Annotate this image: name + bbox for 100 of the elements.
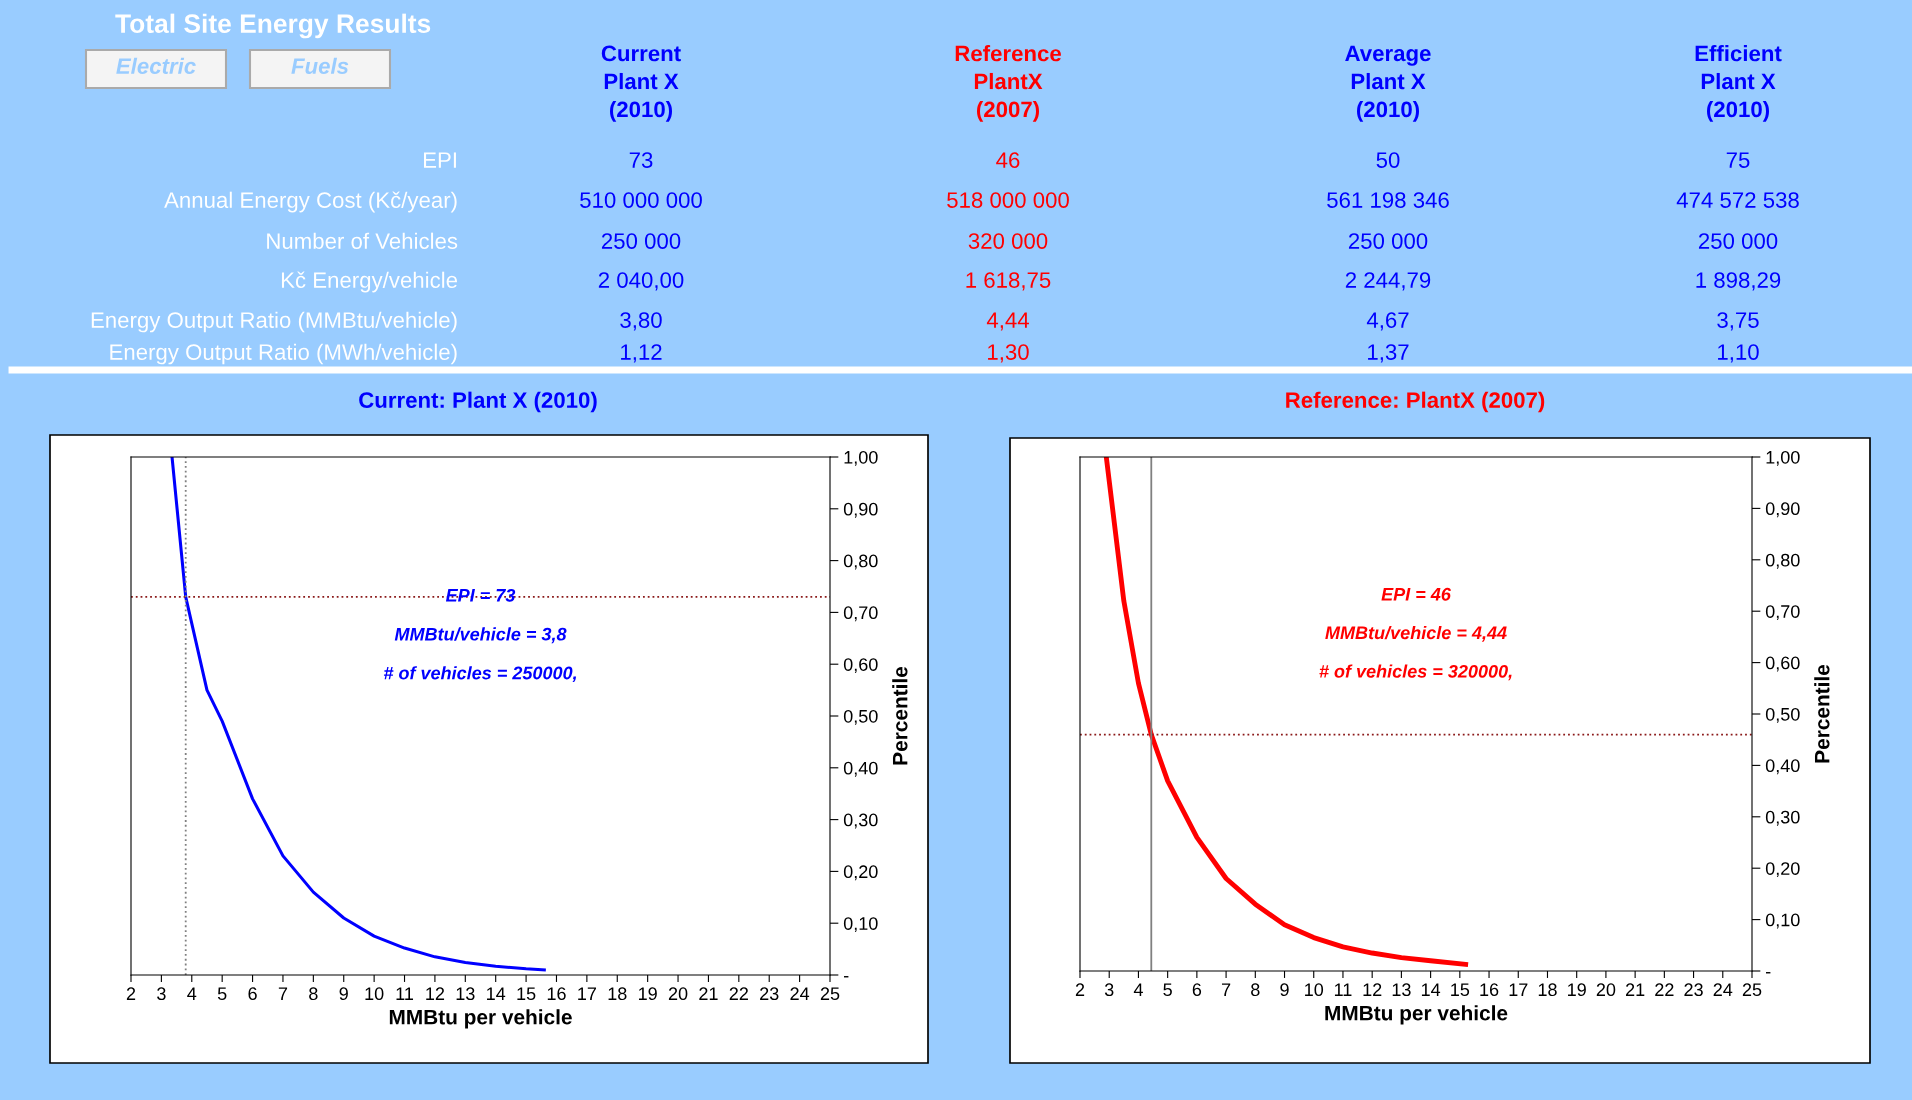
category-label: Energy Output Ratio (MMBtu/vehicle): [91, 311, 457, 333]
x-tick-label: 23: [760, 987, 779, 1001]
y-tick-label: 1,00: [1766, 450, 1800, 466]
text: 250 000: [601, 233, 681, 249]
x-tick-label: 12: [426, 987, 445, 1000]
annotation: # of vehicles = 320000,: [1319, 664, 1512, 681]
y-tick-label: 0,30: [1765, 810, 1800, 826]
y-tick-label: 0,70: [843, 606, 878, 622]
y-tick-label: 0,60: [1765, 656, 1800, 672]
x-tick-label: 17: [1509, 983, 1528, 996]
category-label: Average Plant X (2010): [1345, 45, 1431, 122]
x-tick-label: 16: [547, 987, 566, 1001]
text: 1,30: [988, 344, 1029, 363]
x-tick-label: 8: [309, 987, 318, 1001]
x-tick-label: 5: [217, 987, 227, 1001]
y-tick-label: -: [844, 976, 849, 978]
x-tick-label: 18: [1538, 983, 1557, 997]
category-label: Annual Energy Cost (Kč/year): [164, 191, 457, 213]
y-axis-title: Percentile: [892, 666, 908, 765]
x-tick-label: 22: [729, 987, 748, 1000]
y-tick-label: 1,00: [844, 450, 878, 466]
text: 1 618,75: [966, 272, 1051, 291]
text: 510 000 000: [580, 192, 702, 208]
category-label: Kč Energy/vehicle: [281, 271, 458, 293]
x-tick-label: 9: [339, 987, 348, 1001]
text: 2 244,79: [1345, 272, 1431, 291]
y-tick-label: 0,10: [843, 917, 878, 933]
text: 1,37: [1368, 344, 1409, 363]
x-tick-label: 21: [699, 987, 718, 1000]
text: 250 000: [1698, 233, 1778, 249]
text: 561 198 346: [1327, 192, 1449, 208]
text: 1,12: [621, 344, 662, 363]
x-tick-label: 8: [1251, 983, 1260, 997]
x-tick-label: 6: [248, 987, 257, 1001]
y-tick-label: 0,40: [843, 761, 878, 777]
x-tick-label: 10: [365, 987, 384, 1001]
x-tick-label: 3: [1104, 983, 1114, 997]
y-tick-label: 0,70: [1765, 605, 1800, 621]
x-tick-label: 5: [1163, 983, 1172, 997]
x-tick-label: 18: [608, 987, 627, 1001]
text: 474 572 538: [1676, 192, 1799, 208]
category-label: Reference PlantX (2007): [955, 45, 1061, 122]
x-axis-title: MMBtu per vehicle: [1325, 1005, 1508, 1025]
x-tick-label: 15: [517, 987, 536, 1001]
x-tick-label: 12: [1363, 983, 1382, 996]
x-tick-label: 21: [1626, 983, 1645, 996]
text: 3,80: [620, 312, 662, 331]
x-tick-label: 4: [1133, 983, 1143, 996]
y-tick-label: -: [1766, 972, 1771, 974]
annotation: # of vehicles = 250000,: [383, 666, 577, 683]
x-tick-label: 11: [1334, 983, 1352, 996]
x-tick-label: 19: [1568, 983, 1586, 997]
y-tick-label: 0,40: [1765, 759, 1800, 775]
annotation: MMBtu/vehicle = 4,44: [1325, 625, 1507, 642]
text: 2 040,00: [598, 272, 684, 291]
text: 73: [629, 152, 653, 168]
text: 46: [996, 152, 1020, 168]
text: 320 000: [968, 233, 1048, 249]
text: Fuels: [291, 57, 349, 74]
text: 518 000 000: [947, 192, 1069, 208]
x-tick-label: 4: [187, 987, 197, 1000]
category-label: Current Plant X (2010): [601, 45, 681, 122]
x-tick-label: 6: [1192, 983, 1202, 997]
x-tick-label: 17: [578, 987, 597, 1000]
x-tick-label: 24: [1713, 983, 1733, 996]
x-tick-label: 7: [278, 987, 288, 1000]
y-tick-label: 0,80: [1765, 553, 1800, 569]
y-tick-label: 0,90: [843, 502, 878, 518]
y-tick-label: 0,50: [843, 709, 878, 725]
x-tick-label: 25: [1742, 983, 1762, 997]
x-tick-label: 10: [1305, 983, 1324, 997]
x-tick-label: 15: [1451, 983, 1470, 997]
annotation: EPI = 46: [1381, 587, 1451, 601]
x-tick-label: 16: [1480, 983, 1499, 997]
x-tick-label: 9: [1280, 983, 1289, 997]
text: Electric: [116, 57, 196, 74]
y-tick-label: 0,50: [1765, 707, 1800, 723]
text: 50: [1376, 152, 1400, 168]
chart-title: Current: Plant X (2010): [359, 391, 597, 413]
y-tick-label: 0,30: [843, 813, 878, 829]
x-tick-label: 24: [790, 987, 810, 1000]
x-tick-label: 20: [1596, 983, 1616, 997]
y-tick-label: 0,90: [1765, 502, 1800, 518]
category-label: Energy Output Ratio (MWh/vehicle): [110, 343, 457, 365]
y-tick-label: 0,80: [843, 554, 878, 570]
y-tick-label: 0,20: [1765, 862, 1800, 878]
x-tick-label: 14: [487, 987, 506, 1000]
x-tick-label: 3: [157, 987, 166, 1001]
x-tick-label: 22: [1655, 983, 1674, 996]
x-tick-label: 2: [1075, 983, 1085, 996]
annotation: MMBtu/vehicle = 3,8: [394, 627, 567, 644]
x-axis-title: MMBtu per vehicle: [389, 1009, 572, 1029]
y-tick-label: 0,10: [1765, 913, 1800, 929]
category-label: EPI: [424, 152, 456, 168]
x-tick-label: 13: [1392, 983, 1411, 997]
x-tick-label: 14: [1421, 983, 1441, 996]
y-tick-label: 0,60: [843, 658, 878, 674]
x-tick-label: 25: [820, 987, 840, 1001]
text: 1,10: [1718, 344, 1759, 363]
text: 1 898,29: [1696, 272, 1781, 291]
